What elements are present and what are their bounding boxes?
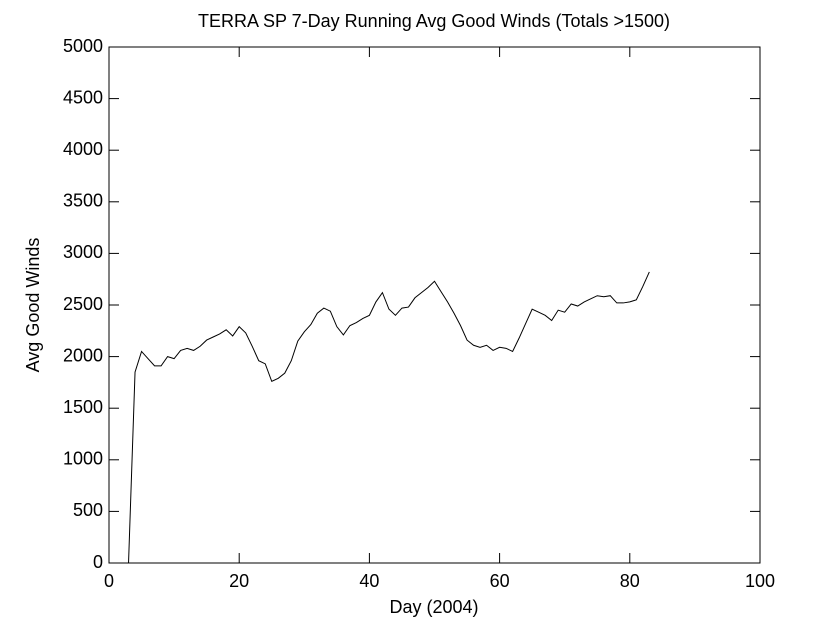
x-tick-label: 100 xyxy=(745,571,775,591)
y-tick-label: 0 xyxy=(93,552,103,572)
y-tick-label: 4000 xyxy=(63,139,103,159)
y-tick-label: 3000 xyxy=(63,242,103,262)
y-tick-label: 4500 xyxy=(63,87,103,107)
y-axis-label: Avg Good Winds xyxy=(23,238,43,373)
y-tick-label: 2500 xyxy=(63,294,103,314)
y-tick-label: 500 xyxy=(73,500,103,520)
x-tick-label: 60 xyxy=(490,571,510,591)
x-tick-label: 40 xyxy=(359,571,379,591)
x-tick-label: 0 xyxy=(104,571,114,591)
y-tick-label: 5000 xyxy=(63,36,103,56)
x-tick-label: 20 xyxy=(229,571,249,591)
x-tick-label: 80 xyxy=(620,571,640,591)
y-tick-label: 1000 xyxy=(63,449,103,469)
plot-frame xyxy=(108,46,761,564)
y-tick-label: 2000 xyxy=(63,345,103,365)
y-tick-label: 1500 xyxy=(63,397,103,417)
data-line xyxy=(128,271,650,564)
chart-title: TERRA SP 7-Day Running Avg Good Winds (T… xyxy=(198,11,670,31)
x-axis-label: Day (2004) xyxy=(389,597,478,617)
y-tick-label: 3500 xyxy=(63,191,103,211)
